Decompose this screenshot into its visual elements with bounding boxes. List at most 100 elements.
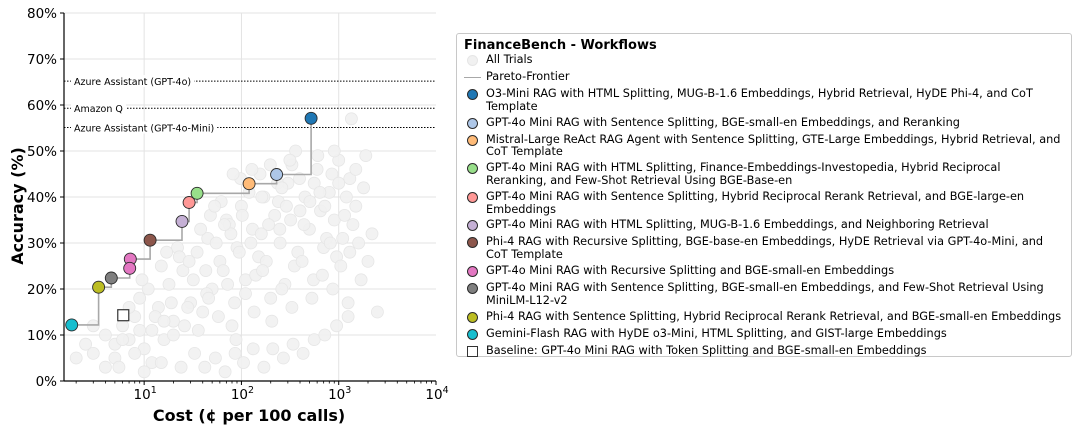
trial-point: [273, 236, 287, 250]
trial-point: [297, 218, 311, 232]
trial-point: [310, 162, 324, 176]
trial-point: [343, 245, 357, 259]
trial-point: [196, 305, 210, 319]
workflow-points: [65, 111, 318, 332]
y-tick-label: 20%: [27, 282, 57, 298]
trial-point: [191, 323, 205, 337]
trial-point: [199, 264, 213, 278]
all-trials-points: [69, 112, 384, 379]
legend-marker: [464, 191, 486, 205]
trial-point: [330, 319, 344, 333]
trial-point: [216, 264, 230, 278]
y-tick-label: 30%: [27, 236, 57, 252]
legend-item: Gemini-Flash RAG with HyDE o3-Mini, HTML…: [464, 327, 1063, 342]
trial-point: [307, 176, 321, 190]
legend-marker: [464, 134, 486, 148]
trial-point: [154, 259, 168, 273]
legend-marker: [464, 265, 486, 279]
trial-point: [365, 227, 379, 241]
trial-point: [268, 208, 282, 222]
trial-point: [157, 314, 171, 328]
trial-point: [190, 245, 204, 259]
y-tick-label: 80%: [27, 6, 57, 22]
reference-lines: Azure Assistant (GPT-4o) Amazon Q Azure As…: [64, 75, 436, 135]
y-tick-label: 0%: [36, 374, 58, 390]
trial-point: [361, 254, 375, 268]
trial-point: [354, 273, 368, 287]
legend-item: GPT-4o Mini RAG with HTML Splitting, MUG…: [464, 219, 1063, 233]
workflow-point: [270, 168, 284, 181]
trial-point: [293, 204, 307, 218]
trial-point: [235, 208, 249, 222]
axes: 0% 10% 20% 30% 40% 50% 60% 70% 80% 101 102 103 104: [27, 6, 449, 403]
legend-marker: [464, 71, 486, 85]
trial-point: [208, 351, 222, 365]
trial-point: [209, 236, 223, 250]
trial-point: [239, 287, 252, 301]
trial-point: [166, 328, 180, 342]
legend-item: Baseline: GPT-4o Mini RAG with Token Spl…: [464, 343, 1063, 359]
trial-point: [228, 296, 242, 310]
legend-item: GPT-4o Mini RAG with HTML Splitting, Fin…: [464, 161, 1063, 188]
trial-point: [283, 153, 297, 167]
x-tick-label: 104: [425, 385, 448, 403]
trial-point: [285, 300, 299, 314]
x-axis-label: Cost (¢ per 100 calls): [153, 406, 345, 425]
trial-point: [194, 222, 208, 236]
trial-point: [305, 291, 319, 305]
trial-point: [69, 351, 83, 365]
y-tick-label: 50%: [27, 144, 57, 160]
x-tick-label: 102: [231, 385, 254, 403]
legend-item-label: O3-Mini RAG with HTML Splitting, MUG-B-1…: [486, 87, 1033, 113]
trial-point: [279, 199, 293, 213]
baseline-marker: [117, 309, 130, 322]
trial-point: [296, 346, 310, 360]
legend-item-label: Phi-4 RAG with Sentence Splitting, Hybri…: [486, 309, 1062, 323]
trial-point: [359, 149, 373, 163]
trial-point: [133, 291, 147, 305]
trial-point: [352, 236, 366, 250]
trial-point: [275, 282, 289, 296]
trial-point: [326, 282, 340, 296]
y-tick-label: 40%: [27, 190, 57, 206]
trial-point: [247, 305, 261, 319]
legend-marker: [464, 88, 486, 102]
trial-point: [160, 245, 174, 259]
trial-point: [318, 199, 332, 213]
trial-point: [181, 300, 195, 314]
trial-point: [135, 273, 149, 287]
trial-point: [99, 328, 112, 342]
trial-point: [255, 190, 269, 204]
legend-item-label: Baseline: GPT-4o Mini RAG with Token Spl…: [486, 343, 927, 357]
legend-item-label: Phi-4 RAG with Recursive Splitting, BGE-…: [486, 235, 1044, 262]
trial-point: [336, 231, 350, 245]
trial-point: [225, 319, 239, 333]
legend-item: O3-Mini RAG with HTML Splitting, MUG-B-1…: [464, 87, 1063, 114]
trial-point: [313, 185, 327, 199]
trial-point: [341, 296, 355, 310]
trial-point: [116, 333, 129, 347]
trial-point: [145, 323, 159, 337]
legend-marker: [464, 345, 486, 359]
trial-point: [370, 305, 384, 319]
legend: FinanceBench - Workflows All Trials Paret…: [456, 33, 1072, 357]
trial-point: [349, 199, 363, 213]
trial-point: [344, 112, 358, 126]
trial-point: [229, 333, 243, 347]
legend-item-label: Mistral-Large ReAct RAG Agent with Sente…: [486, 132, 1061, 159]
trial-point: [315, 268, 329, 282]
trial-point: [307, 333, 321, 347]
trial-point: [133, 323, 147, 337]
x-tick-label: 103: [328, 385, 351, 403]
legend-marker: [464, 311, 486, 325]
trial-point: [176, 264, 190, 278]
trial-point: [154, 356, 168, 370]
trial-point: [86, 319, 100, 333]
workflow-point: [190, 186, 204, 200]
trial-point: [186, 273, 200, 287]
trial-point: [257, 360, 271, 374]
trial-point: [162, 277, 176, 291]
reference-label-bg: [71, 75, 195, 88]
workflow-point: [182, 196, 196, 209]
trial-point: [275, 181, 289, 195]
